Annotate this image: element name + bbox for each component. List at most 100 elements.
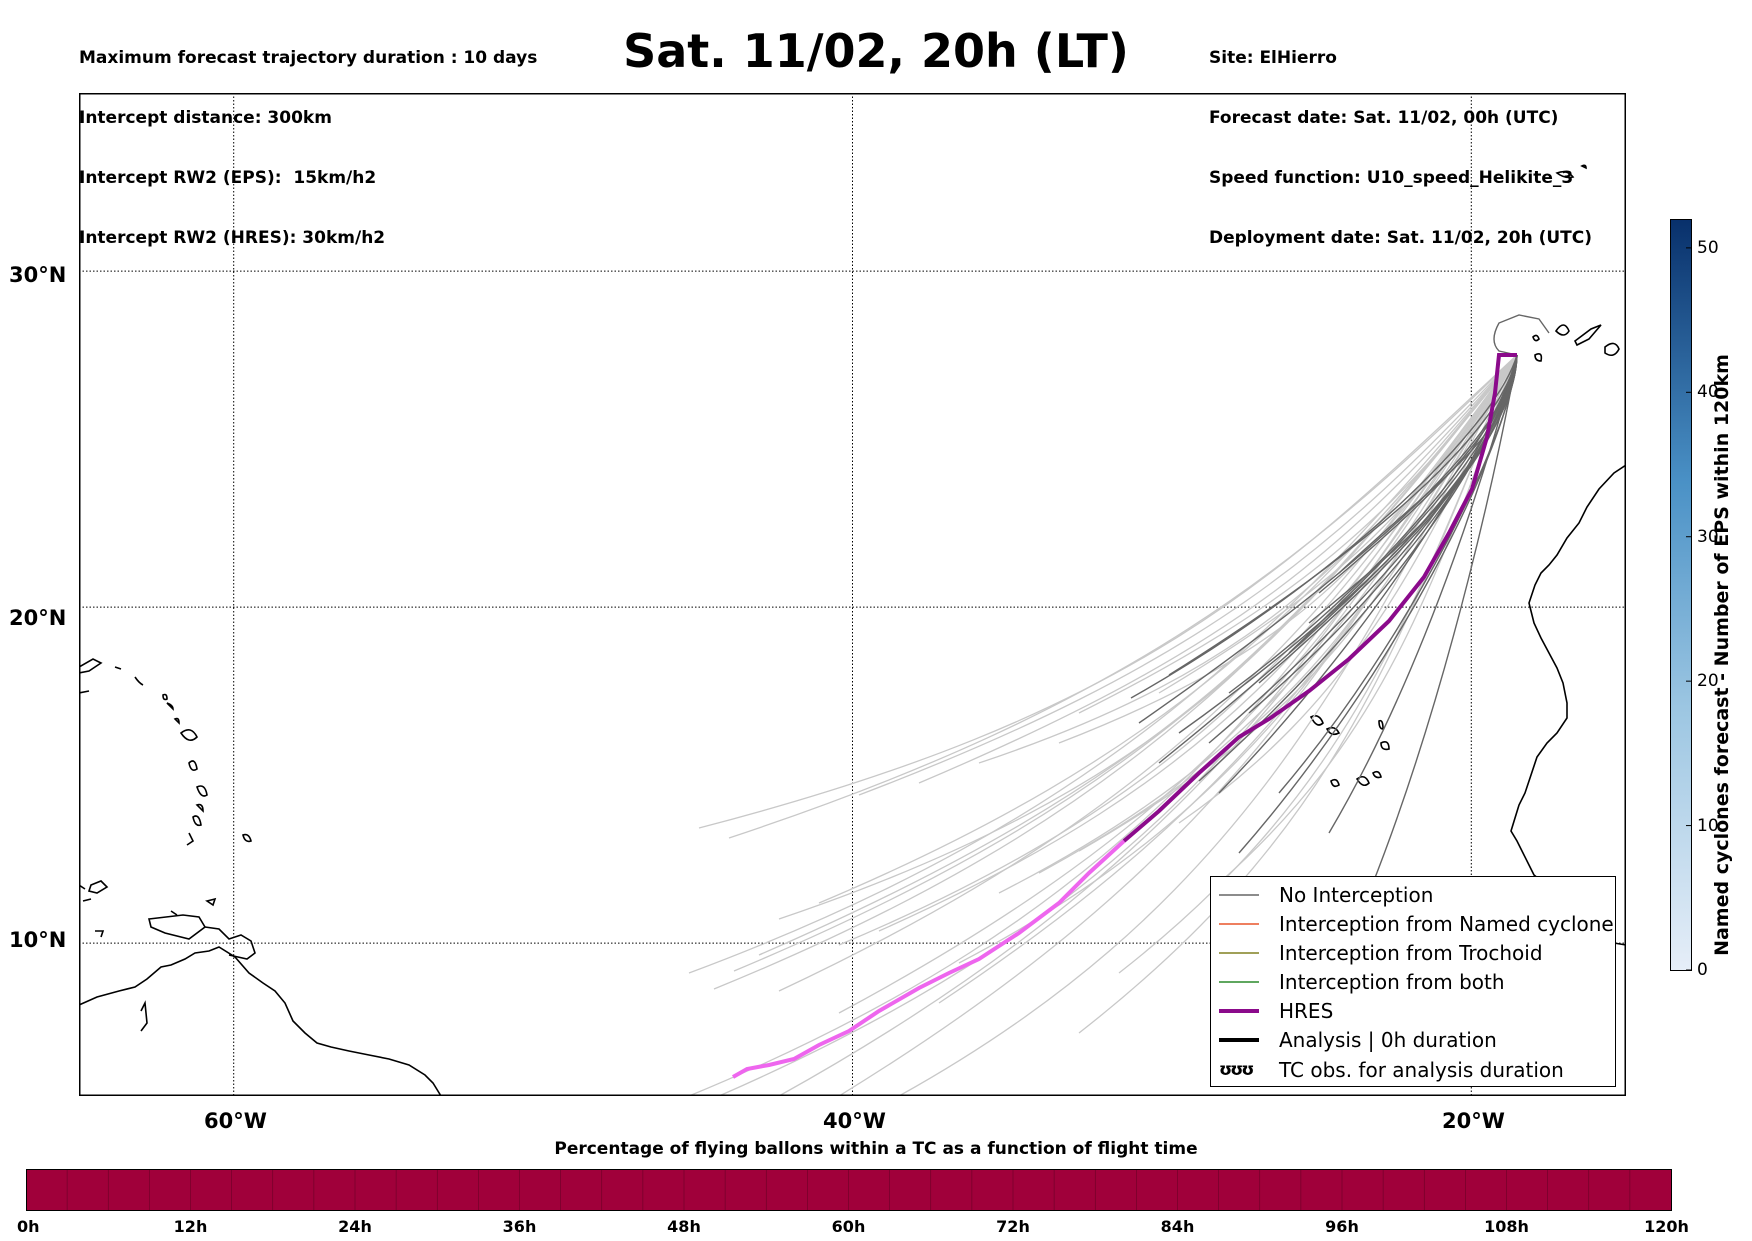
percentage-bar-tick-label: 24h [338, 1217, 372, 1236]
caribbean-island [87, 880, 109, 894]
caribbean-island [186, 832, 195, 846]
caribbean-island [170, 910, 178, 916]
eps-track-late [728, 354, 1518, 839]
lon-label-60w: 60°W [204, 1109, 267, 1133]
colorbar-gradient [1670, 219, 1692, 971]
percentage-bar-tick-label: 12h [173, 1217, 208, 1236]
intercept-distance-text: Intercept distance: 300km [79, 108, 332, 128]
legend-item-hres: HRES [1211, 996, 1333, 1025]
eps-count-colorbar [1670, 219, 1692, 971]
caribbean-island [114, 666, 122, 670]
legend-label: Interception from Named cyclone [1279, 911, 1614, 936]
percentage-bar-fill [26, 1169, 1672, 1211]
legend-item-tc-obs: ʊʊʊ TC obs. for analysis duration [1211, 1055, 1564, 1084]
caribbean-island [173, 717, 180, 725]
header-right: Site: ElHierro Forecast date: Sat. 11/02… [1209, 8, 1592, 268]
map-frame [79, 93, 1626, 1096]
colorbar-tick-label: 10 [1697, 815, 1719, 836]
legend-swatch [1219, 1008, 1259, 1013]
eps-track [1130, 354, 1518, 699]
madeira-island [1580, 164, 1587, 170]
madeira-island [1555, 170, 1575, 179]
eps-track-late [1038, 354, 1518, 874]
legend-label: Analysis | 0h duration [1279, 1027, 1497, 1052]
percentage-bar-segments [66, 1170, 1631, 1210]
max-duration-text: Maximum forecast trajectory duration : 1… [79, 48, 538, 68]
eps-track-late [1058, 354, 1518, 744]
cape-verde-island [1372, 770, 1382, 779]
caribbean-island [196, 785, 208, 797]
eps-track-late [1078, 354, 1518, 714]
eps-track-late [858, 354, 1518, 796]
eps-track-late [958, 354, 1518, 964]
percentage-bar-tick-label: 72h [996, 1217, 1030, 1236]
eps-track-late [1078, 354, 1518, 852]
south-america-coastline [79, 946, 442, 1096]
percentage-bar [26, 1169, 1672, 1211]
percentage-bar-tick-label: 0h [16, 1217, 40, 1236]
eps-track-late [838, 354, 1518, 1014]
caribbean-island [162, 693, 168, 701]
colorbar-title: Named cyclones forecast - Number of EPS … [1711, 354, 1733, 956]
colorbar-tick-label: 0 [1697, 960, 1708, 980]
speed-function-text: Speed function: U10_speed_Helikite_3 [1209, 168, 1574, 188]
caribbean-island [195, 803, 204, 813]
trajectory-map [79, 93, 1626, 1096]
venezuela-coast [204, 926, 256, 960]
eps-track [1328, 354, 1518, 834]
hres-track-late [732, 839, 1126, 1079]
site-text: Site: ElHierro [1209, 48, 1337, 68]
caribbean-island [79, 658, 103, 674]
header-left: Maximum forecast trajectory duration : 1… [79, 8, 537, 268]
legend-swatch [1219, 1037, 1259, 1042]
canary-island [1573, 324, 1602, 347]
colorbar-tick-label: 50 [1697, 237, 1719, 258]
eps-track [1198, 354, 1518, 782]
deployment-date-text: Deployment date: Sat. 11/02, 20h (UTC) [1209, 228, 1593, 248]
caribbean-island [166, 702, 174, 711]
caribbean-island [192, 815, 202, 827]
eps-track [1368, 354, 1518, 894]
eps-track [1238, 354, 1518, 854]
eps-tracks-late [688, 354, 1518, 1096]
cape-verde-island [1378, 719, 1384, 730]
legend-item-named-cyclone: Interception from Named cyclone [1211, 909, 1614, 938]
eps-track-late [688, 354, 1518, 974]
legend-item-both: Interception from both [1211, 967, 1505, 996]
percentage-bar-tick-label: 60h [831, 1217, 866, 1236]
canary-island [1604, 342, 1620, 357]
trinidad-island [148, 914, 207, 940]
lon-label-40w: 40°W [823, 1109, 886, 1133]
eps-track-late [1078, 354, 1518, 1034]
legend-item-analysis: Analysis | 0h duration [1211, 1025, 1497, 1054]
eps-track-late [1158, 354, 1518, 694]
legend-swatch [1219, 922, 1259, 925]
map-legend: No Interception Interception from Named … [1210, 876, 1616, 1087]
tc-obs-symbol: ʊʊʊ [1219, 1059, 1254, 1080]
eps-track-late [818, 354, 1518, 904]
eps-track-late [778, 354, 1518, 920]
tobago-island [205, 897, 217, 907]
caribbean-island [242, 833, 252, 843]
legend-item-no-interception: No Interception [1211, 880, 1433, 909]
eps-track-late [978, 354, 1518, 764]
lat-label-20n: 20°N [9, 606, 67, 630]
caribbean-island [95, 930, 105, 938]
eps-track [1208, 354, 1518, 744]
eps-track [1493, 314, 1550, 356]
map-title: Sat. 11/02, 20h (LT) [623, 24, 1129, 78]
legend-label: HRES [1279, 998, 1334, 1023]
percentage-bar-tick-label: 120h [1644, 1217, 1689, 1236]
eps-track-late [898, 354, 1518, 1096]
eps-track-late [758, 354, 1518, 956]
canary-island [1532, 334, 1540, 342]
canary-island [1554, 324, 1570, 336]
legend-swatch [1219, 893, 1259, 896]
eps-track-late [718, 354, 1518, 1096]
percentage-bar-title: Percentage of flying ballons within a TC… [554, 1139, 1198, 1159]
cape-verde-island [1330, 778, 1340, 788]
coastal-island [140, 1000, 148, 1032]
percentage-bar-tick-label: 84h [1160, 1217, 1195, 1236]
colorbar-tick-label: 20 [1697, 671, 1719, 692]
hres-track-early [1122, 353, 1517, 843]
